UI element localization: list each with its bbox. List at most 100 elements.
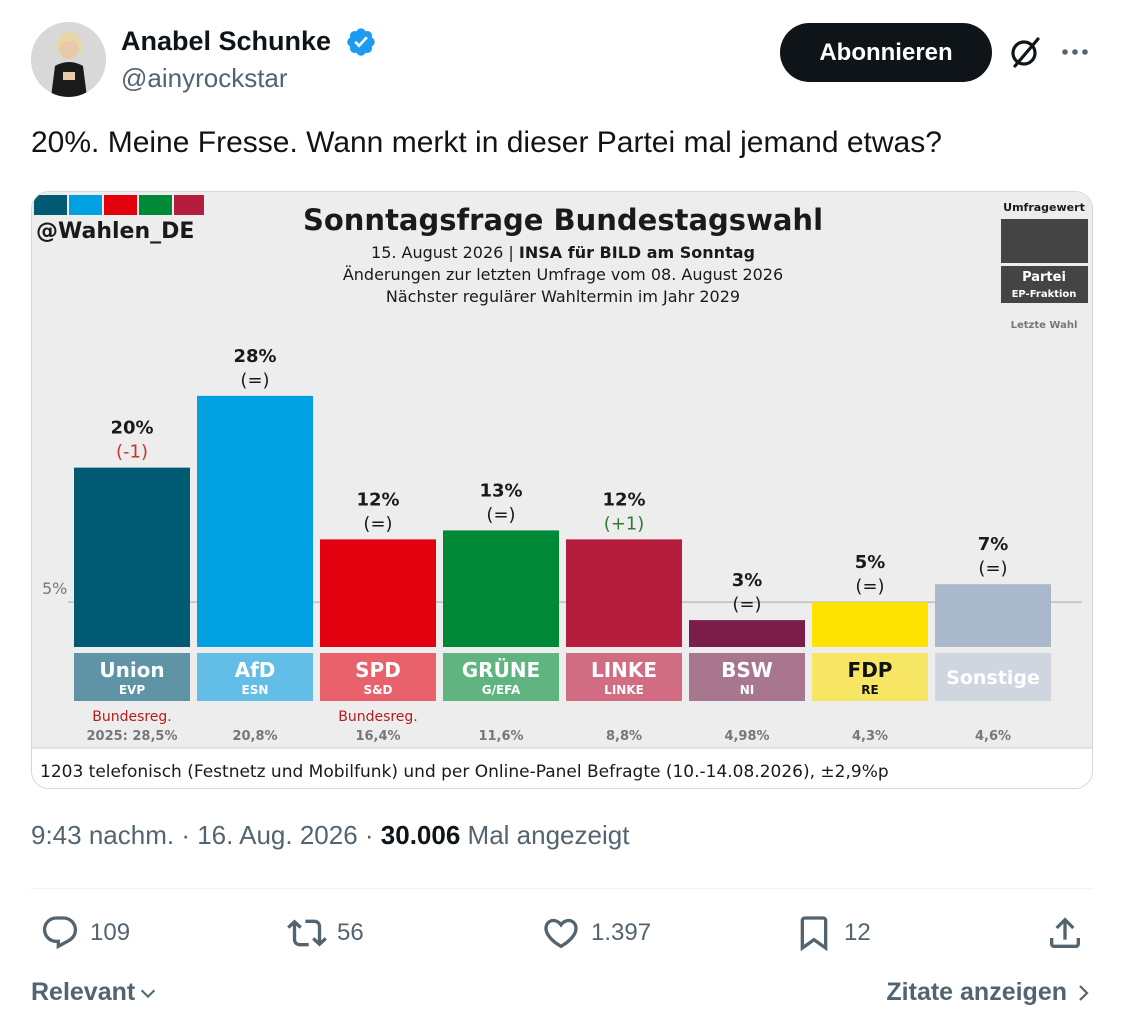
party-label-box-spd bbox=[320, 653, 436, 701]
retweet-button[interactable]: 56 bbox=[287, 913, 364, 953]
legend-party-swatch bbox=[1001, 266, 1088, 303]
change-label-afd: (=) bbox=[240, 370, 269, 391]
poll-chart: @Wahlen_DE Sonntagsfrage Bundestagswahl … bbox=[32, 192, 1092, 788]
bar-fdp bbox=[812, 602, 928, 647]
source-tag: @Wahlen_DE bbox=[36, 219, 194, 244]
chart-subtitle-source: INSA für BILD am Sonntag bbox=[519, 243, 755, 262]
legend-value-label: Umfragewert bbox=[1003, 201, 1085, 214]
bookmark-count: 12 bbox=[844, 919, 871, 946]
reply-button[interactable]: 109 bbox=[40, 913, 130, 953]
ep-fraction-spd: S&D bbox=[363, 683, 392, 697]
ep-fraction-linke: LINKE bbox=[604, 683, 644, 697]
party-label-box-linke bbox=[566, 653, 682, 701]
party-label-box-gr-ne bbox=[443, 653, 559, 701]
chart-subtitle-line3: Nächster regulärer Wahltermin im Jahr 20… bbox=[386, 287, 740, 306]
value-label-spd: 12% bbox=[356, 489, 399, 510]
last-result-fdp: 4,3% bbox=[852, 729, 888, 744]
tweet-meta: 9:43 nachm. · 16. Aug. 2026 · 30.006 Mal… bbox=[31, 820, 629, 851]
sort-relevant-dropdown[interactable]: Relevant bbox=[31, 978, 159, 1007]
more-icon[interactable] bbox=[1058, 36, 1092, 68]
last-result-bsw: 4,98% bbox=[724, 729, 769, 744]
retweet-count: 56 bbox=[337, 919, 364, 946]
view-quotes-link[interactable]: Zitate anzeigen bbox=[886, 978, 1091, 1007]
source-color-strip bbox=[34, 195, 204, 215]
ep-fraction-gr-ne: G/EFA bbox=[482, 683, 521, 697]
legend-fraction-label: EP-Fraktion bbox=[1012, 289, 1077, 300]
bar-gr-ne bbox=[443, 530, 559, 647]
tweet-media-chart[interactable]: @Wahlen_DE Sonntagsfrage Bundestagswahl … bbox=[31, 191, 1093, 789]
change-label-bsw: (=) bbox=[732, 594, 761, 615]
ep-fraction-bsw: NI bbox=[740, 683, 755, 697]
chart-footnote: 1203 telefonisch (Festnetz und Mobilfunk… bbox=[40, 762, 889, 782]
bar-union bbox=[74, 467, 190, 647]
sort-label: Relevant bbox=[31, 978, 136, 1006]
chevron-right-icon bbox=[1079, 984, 1089, 1001]
share-button[interactable] bbox=[1045, 913, 1085, 953]
legend-party-label: Partei bbox=[1022, 270, 1066, 285]
legend-value-swatch bbox=[1001, 219, 1088, 263]
grok-icon[interactable] bbox=[1007, 34, 1043, 70]
chart-subtitle-line2: Änderungen zur letzten Umfrage vom 08. A… bbox=[343, 265, 783, 284]
chart-legend: Umfragewert Partei EP-Fraktion Letzte Wa… bbox=[1001, 201, 1088, 331]
change-label-sonstige: (=) bbox=[978, 558, 1007, 579]
like-count: 1.397 bbox=[591, 919, 652, 946]
gov-note-union: Bundesreg. bbox=[92, 709, 172, 725]
bookmark-button[interactable]: 12 bbox=[794, 913, 871, 953]
ep-fraction-afd: ESN bbox=[242, 683, 269, 697]
bookmark-icon bbox=[800, 916, 828, 952]
tweet-text: 20%. Meine Fresse. Wann merkt in dieser … bbox=[31, 126, 942, 159]
last-result-sonstige: 4,6% bbox=[975, 729, 1011, 744]
bar-afd bbox=[197, 395, 313, 647]
last-result-afd: 20,8% bbox=[232, 729, 277, 744]
party-label-box-union bbox=[74, 653, 190, 701]
like-button[interactable]: 1.397 bbox=[541, 913, 651, 953]
reply-icon bbox=[42, 916, 78, 950]
party-name-spd: SPD bbox=[355, 658, 401, 682]
bar-sonstige bbox=[935, 584, 1051, 647]
threshold-label: 5% bbox=[42, 579, 67, 598]
last-result-spd: 16,4% bbox=[355, 729, 400, 744]
value-label-gr-ne: 13% bbox=[479, 480, 522, 501]
change-label-linke: (+1) bbox=[604, 513, 645, 534]
value-label-union: 20% bbox=[110, 418, 153, 439]
chevron-down-icon bbox=[141, 989, 156, 998]
chart-subtitle-date: 15. August 2026 | bbox=[371, 243, 519, 262]
change-label-gr-ne: (=) bbox=[486, 504, 515, 525]
party-label-box-afd bbox=[197, 653, 313, 701]
chart-subtitle: 15. August 2026 | INSA für BILD am Sonnt… bbox=[371, 243, 755, 262]
reply-count: 109 bbox=[90, 919, 131, 946]
value-label-sonstige: 7% bbox=[978, 534, 1009, 555]
ep-fraction-fdp: RE bbox=[861, 683, 878, 697]
gov-note-spd: Bundesreg. bbox=[338, 709, 418, 725]
party-name-gr-ne: GRÜNE bbox=[462, 658, 540, 682]
subscribe-button[interactable]: Abonnieren bbox=[780, 23, 992, 82]
quotes-label: Zitate anzeigen bbox=[886, 978, 1067, 1006]
value-label-bsw: 3% bbox=[732, 570, 763, 591]
author-handle[interactable]: @ainyrockstar bbox=[121, 63, 288, 93]
avatar[interactable] bbox=[31, 22, 106, 97]
author-name[interactable]: Anabel Schunke bbox=[121, 26, 332, 56]
view-count: 30.006 bbox=[380, 820, 461, 850]
avatar-image bbox=[31, 22, 106, 97]
divider bbox=[31, 888, 1093, 889]
value-label-fdp: 5% bbox=[855, 552, 886, 573]
share-icon bbox=[1050, 917, 1080, 948]
footnote-band bbox=[32, 748, 1092, 788]
bar-spd bbox=[320, 539, 436, 647]
last-result-linke: 8,8% bbox=[606, 729, 642, 744]
party-label-box-fdp bbox=[812, 653, 928, 701]
party-label-box-bsw bbox=[689, 653, 805, 701]
tweet-timestamp[interactable]: 9:43 nachm. · 16. Aug. 2026 · bbox=[31, 820, 381, 850]
party-label-box-sonstige bbox=[935, 653, 1051, 701]
value-label-linke: 12% bbox=[602, 489, 645, 510]
value-label-afd: 28% bbox=[233, 346, 276, 367]
party-name-sonstige: Sonstige bbox=[946, 667, 1040, 689]
ep-fraction-union: EVP bbox=[119, 683, 145, 697]
verified-badge-icon bbox=[347, 28, 375, 56]
chart-title: Sonntagsfrage Bundestagswahl bbox=[303, 203, 823, 237]
bar-bsw bbox=[689, 620, 805, 647]
last-result-gr-ne: 11,6% bbox=[478, 729, 523, 744]
retweet-icon bbox=[287, 919, 327, 947]
change-label-union: (-1) bbox=[116, 442, 148, 463]
